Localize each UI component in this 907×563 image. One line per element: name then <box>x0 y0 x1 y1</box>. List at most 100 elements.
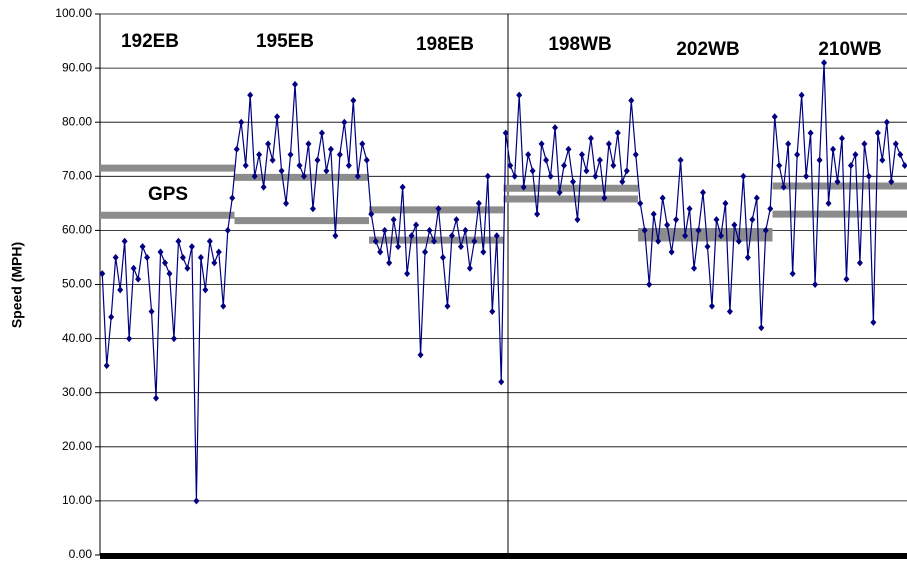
speed-point <box>596 156 603 164</box>
speed-point <box>726 308 733 316</box>
speed-point <box>641 226 648 234</box>
speed-point <box>578 151 585 159</box>
speed-point <box>843 275 850 283</box>
speed-point <box>664 221 671 229</box>
speed-point <box>892 140 899 148</box>
speed-point <box>439 253 446 261</box>
speed-point <box>323 167 330 175</box>
annotation: GPS <box>148 184 188 205</box>
speed-point <box>256 151 263 159</box>
speed-point <box>117 286 124 294</box>
speed-point <box>368 210 375 218</box>
speed-point <box>852 151 859 159</box>
speed-point <box>834 178 841 186</box>
speed-point <box>314 156 321 164</box>
speed-point <box>803 172 810 180</box>
speed-point <box>462 226 469 234</box>
speed-point <box>493 232 500 240</box>
speed-point <box>229 194 236 202</box>
speed-point <box>552 124 559 132</box>
speed-point <box>175 237 182 245</box>
speed-point <box>538 140 545 148</box>
speed-point <box>457 243 464 251</box>
speed-point <box>274 113 281 121</box>
speed-point <box>610 161 617 169</box>
speed-point <box>444 302 451 310</box>
speed-point <box>363 156 370 164</box>
speed-point <box>220 302 227 310</box>
speed-point <box>794 151 801 159</box>
speed-point <box>318 129 325 137</box>
y-tick-label: 60.00 <box>62 223 92 237</box>
segment-label: 198WB <box>548 34 611 55</box>
speed-point <box>453 216 460 224</box>
speed-point <box>874 129 881 137</box>
y-tick-label: 10.00 <box>62 493 92 507</box>
y-tick-label: 50.00 <box>62 277 92 291</box>
speed-point <box>372 237 379 245</box>
speed-point <box>556 189 563 197</box>
segment-label: 195EB <box>256 31 314 52</box>
speed-point <box>431 237 438 245</box>
speed-point <box>708 302 715 310</box>
y-tick-label: 40.00 <box>62 331 92 345</box>
speed-point <box>422 248 429 256</box>
speed-point <box>646 281 653 288</box>
speed-point <box>144 253 151 261</box>
speed-point <box>413 221 420 229</box>
speed-point <box>561 161 568 169</box>
speed-point <box>296 161 303 169</box>
speed-point <box>601 194 608 202</box>
speed-point <box>704 243 711 251</box>
speed-point <box>816 156 823 164</box>
speed-point <box>901 161 907 169</box>
speed-point <box>812 281 819 288</box>
speed-point <box>776 161 783 169</box>
speed-point <box>691 264 698 272</box>
speed-point <box>260 183 267 191</box>
x-axis-bar <box>100 553 907 559</box>
speed-point <box>475 199 482 207</box>
speed-point <box>628 97 635 105</box>
speed-point <box>166 270 173 278</box>
speed-point <box>283 199 290 207</box>
segment-label: 202WB <box>676 39 739 60</box>
speed-point <box>529 167 536 175</box>
speed-point <box>448 232 455 240</box>
speed-point <box>332 232 339 240</box>
speed-point <box>623 167 630 175</box>
speed-point <box>735 237 742 245</box>
speed-point <box>417 351 424 359</box>
speed-point <box>202 286 209 294</box>
speed-point <box>269 156 276 164</box>
segment-label: 210WB <box>818 39 881 60</box>
y-tick-label: 0.00 <box>69 547 93 561</box>
speed-point <box>592 172 599 180</box>
speed-point <box>162 259 169 267</box>
y-tick-label: 20.00 <box>62 439 92 453</box>
speed-point <box>807 129 814 137</box>
speed-point <box>121 237 128 245</box>
speed-point <box>749 216 756 224</box>
speed-point <box>292 80 299 88</box>
speed-point <box>211 259 218 267</box>
speed-point <box>466 264 473 272</box>
speed-point <box>650 210 657 218</box>
speed-point <box>484 172 491 180</box>
speed-point <box>247 91 254 99</box>
speed-point <box>861 140 868 148</box>
speed-point <box>108 313 115 321</box>
speed-point <box>897 151 904 159</box>
speed-point <box>682 232 689 240</box>
speed-point <box>780 183 787 191</box>
speed-point <box>731 221 738 229</box>
speed-point <box>569 178 576 186</box>
speed-point <box>386 259 393 267</box>
speed-point <box>619 178 626 186</box>
speed-point <box>753 194 760 202</box>
speed-point <box>179 253 186 261</box>
speed-point <box>534 210 541 218</box>
speed-point <box>350 97 357 105</box>
speed-point <box>435 205 442 213</box>
speed-point <box>377 248 384 256</box>
